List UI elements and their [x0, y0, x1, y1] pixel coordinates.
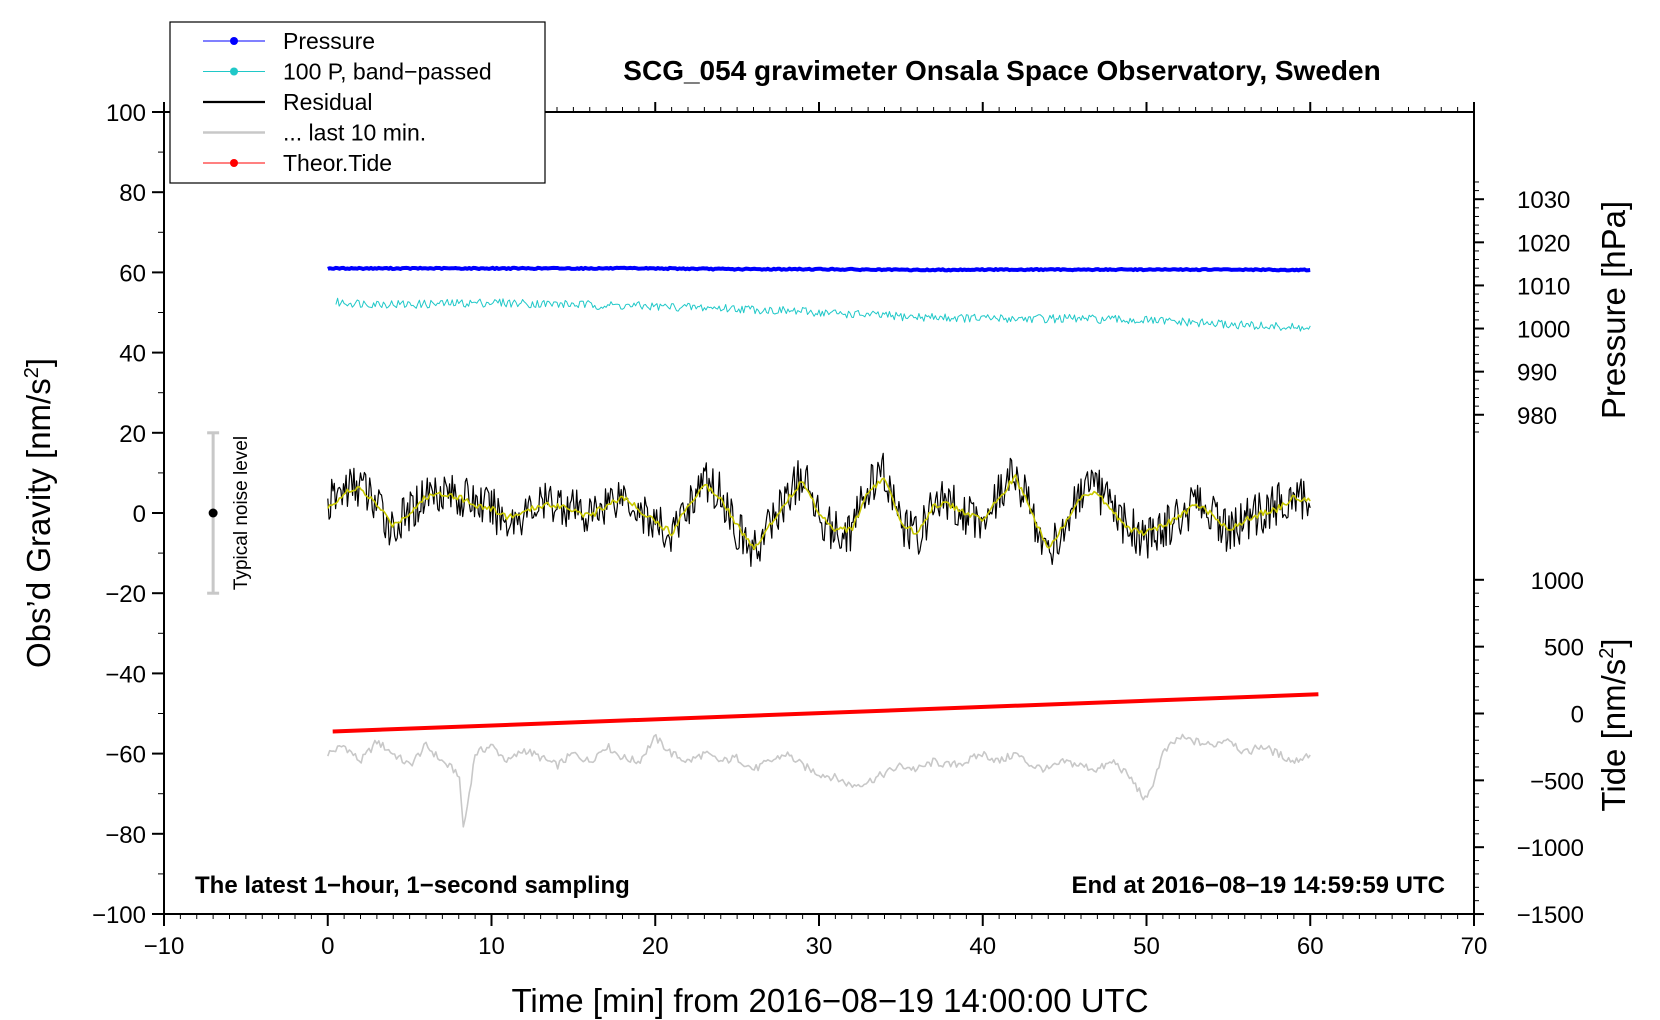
x-axis-title: Time [min] from 2016−08−19 14:00:00 UTC — [511, 982, 1148, 1019]
tide-axis-title-text: Tide [nm/s — [1595, 659, 1632, 812]
y-tick-label: 80 — [119, 180, 146, 207]
legend-label: Theor.Tide — [283, 150, 392, 176]
legend-marker — [230, 159, 238, 167]
y-tick-label: −60 — [105, 742, 146, 769]
noise-label: Typical noise level — [231, 436, 252, 590]
series-pressure — [327, 265, 1311, 273]
y-axis-title-sup: 2 — [21, 367, 43, 378]
y-tick-label: 20 — [119, 421, 146, 448]
y-tick-label: −40 — [105, 661, 146, 688]
pressure-tick-label: 1020 — [1517, 230, 1570, 257]
series-layer — [327, 265, 1319, 828]
series-residual-smoothed- — [327, 474, 1311, 551]
annotation-end-time: End at 2016−08−19 14:59:59 UTC — [1071, 872, 1445, 899]
y-tick-label: −100 — [92, 902, 146, 929]
y-tick-label: −20 — [105, 581, 146, 608]
pressure-tick-label: 1000 — [1517, 317, 1570, 344]
y-tick-label: −80 — [105, 822, 146, 849]
annotation-sampling: The latest 1−hour, 1−second sampling — [195, 872, 630, 899]
noise-center-dot — [208, 508, 218, 518]
x-tick-label: 70 — [1461, 933, 1488, 960]
pressure-tick-label: 1010 — [1517, 273, 1570, 300]
legend-label: ... last 10 min. — [283, 120, 426, 146]
y-axis-title-close: ] — [20, 358, 57, 367]
series--last-10-min- — [327, 733, 1311, 828]
legend-marker — [230, 37, 238, 45]
x-tick-label: 10 — [478, 933, 505, 960]
right-axis-ticks: 980 990 1000 1010 1020 1030 −1500 −1000 −500 0 500… — [1474, 181, 1584, 929]
x-tick-label: 20 — [642, 933, 669, 960]
x-tick-label: 50 — [1133, 933, 1160, 960]
x-axis-ticks: −10 0 10 20 30 40 50 60 70 — [144, 102, 1488, 960]
y-tick-label: 100 — [106, 100, 146, 127]
pressure-axis-title: Pressure [hPa] — [1595, 201, 1632, 419]
pressure-tick-label: 980 — [1517, 403, 1557, 430]
series-100-p-band-passed — [335, 297, 1311, 332]
y-axis-title: Obs’d Gravity [nm/s2] — [20, 358, 57, 668]
legend-marker — [230, 67, 238, 76]
y-tick-label: 60 — [119, 260, 146, 287]
tide-axis-title-close: ] — [1595, 638, 1632, 647]
legend-label: Residual — [283, 89, 373, 115]
tide-axis-title-sup: 2 — [1596, 648, 1618, 659]
tide-axis-title: Tide [nm/s2] — [1595, 638, 1632, 811]
x-tick-label: 30 — [806, 933, 833, 960]
x-tick-label: 60 — [1297, 933, 1324, 960]
legend-label: Pressure — [283, 28, 375, 54]
series-theor-tide — [332, 692, 1319, 734]
legend-label: 100 P, band−passed — [283, 59, 492, 85]
pressure-tick-label: 990 — [1517, 360, 1557, 387]
tide-tick-label: −500 — [1530, 768, 1584, 795]
pressure-tick-label: 1030 — [1517, 187, 1570, 214]
tide-tick-label: 1000 — [1531, 568, 1584, 595]
y-axis-title-text: Obs’d Gravity [nm/s — [20, 378, 57, 668]
chart-title: SCG_054 gravimeter Onsala Space Observat… — [623, 55, 1380, 86]
tide-tick-label: −1000 — [1517, 835, 1584, 862]
x-tick-label: 40 — [969, 933, 996, 960]
tide-tick-label: 0 — [1571, 702, 1584, 729]
legend: Pressure 100 P, band−passed Residual ... la… — [169, 21, 546, 184]
y-tick-label: 40 — [119, 341, 146, 368]
series-residual — [327, 452, 1311, 567]
x-tick-label: −10 — [144, 933, 185, 960]
tide-tick-label: −1500 — [1517, 902, 1584, 929]
noise-level-marker: Typical noise level — [207, 431, 252, 595]
y-tick-label: 0 — [133, 501, 146, 528]
y-axis-ticks: −100 −80 −60 −40 −20 0 20 40 60 80 100 — [92, 100, 164, 929]
x-tick-label: 0 — [321, 933, 334, 960]
tide-tick-label: 500 — [1544, 635, 1584, 662]
